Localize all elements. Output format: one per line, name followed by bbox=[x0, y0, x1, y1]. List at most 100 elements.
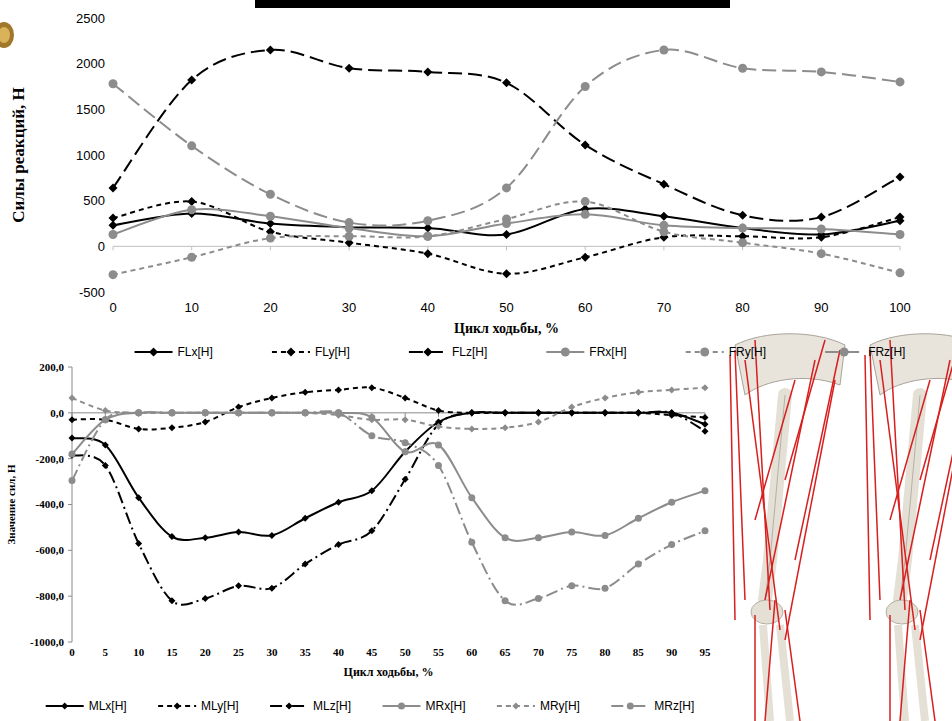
series bbox=[109, 204, 905, 239]
x-tick bbox=[113, 246, 114, 250]
marker bbox=[202, 419, 209, 426]
y-tick-label: 0 bbox=[98, 239, 105, 254]
marker bbox=[702, 428, 709, 435]
muscle-line bbox=[765, 600, 775, 721]
marker bbox=[817, 233, 826, 242]
marker bbox=[202, 595, 209, 602]
marker bbox=[535, 409, 542, 416]
marker bbox=[635, 409, 642, 416]
marker bbox=[268, 409, 275, 416]
marker bbox=[402, 394, 409, 401]
marker bbox=[302, 409, 309, 416]
illustration-ground bbox=[722, 322, 952, 721]
x-axis-title: Цикл ходьбы, % bbox=[344, 665, 434, 679]
marker bbox=[581, 140, 590, 149]
legend-marker bbox=[512, 703, 519, 710]
marker bbox=[502, 214, 511, 223]
x-tick-label: 55 bbox=[433, 646, 445, 658]
marker bbox=[102, 416, 109, 423]
marker bbox=[423, 232, 432, 241]
muscle-line bbox=[900, 600, 910, 721]
x-tick-label: 40 bbox=[333, 646, 345, 658]
marker bbox=[635, 515, 642, 522]
marker bbox=[896, 230, 905, 239]
muscle-line bbox=[735, 350, 745, 600]
marker bbox=[502, 78, 511, 87]
emblem bbox=[0, 22, 14, 48]
marker bbox=[423, 216, 432, 225]
marker bbox=[738, 238, 747, 247]
marker bbox=[335, 386, 342, 393]
marker bbox=[268, 394, 275, 401]
marker bbox=[581, 82, 590, 91]
marker bbox=[702, 527, 709, 534]
marker bbox=[168, 409, 175, 416]
x-tick bbox=[900, 246, 901, 250]
y-tick bbox=[68, 367, 72, 368]
x-tick-label: 85 bbox=[633, 646, 645, 658]
legend: FLx[H]FLy[H]FLz[H]FRx[H]FRy[H]FRz[H] bbox=[135, 345, 906, 359]
marker bbox=[435, 407, 442, 414]
x-tick-label: 5 bbox=[103, 646, 109, 658]
legend-marker bbox=[286, 348, 295, 357]
marker bbox=[109, 183, 118, 192]
pelvis bbox=[735, 334, 845, 395]
marker bbox=[468, 425, 475, 432]
marker bbox=[109, 230, 118, 239]
y-axis bbox=[72, 367, 73, 642]
y-tick-label: -600,0 bbox=[36, 544, 65, 556]
y-tick-label: -200,0 bbox=[36, 453, 65, 465]
marker bbox=[635, 389, 642, 396]
x-tick-label: 15 bbox=[166, 646, 178, 658]
x-tick-label: 90 bbox=[814, 300, 828, 315]
marker bbox=[266, 212, 275, 221]
marker bbox=[187, 205, 196, 214]
marker bbox=[268, 409, 275, 416]
legend-marker bbox=[700, 348, 709, 357]
x-tick-label: 10 bbox=[184, 300, 198, 315]
series bbox=[109, 205, 905, 240]
marker bbox=[468, 494, 475, 501]
x-tick-label: 90 bbox=[666, 646, 678, 658]
marker bbox=[335, 541, 342, 548]
marker bbox=[502, 409, 509, 416]
marker bbox=[135, 425, 142, 432]
marker bbox=[202, 534, 209, 541]
x-tick-label: 95 bbox=[700, 646, 712, 658]
muscle-line bbox=[890, 380, 930, 520]
marker bbox=[69, 451, 76, 458]
series-line bbox=[72, 387, 705, 429]
legend-item: MLx[H] bbox=[46, 699, 127, 713]
marker bbox=[817, 224, 826, 233]
muscle-line bbox=[920, 380, 952, 640]
legend-marker bbox=[149, 348, 158, 357]
marker bbox=[102, 441, 109, 448]
marker bbox=[738, 224, 747, 233]
marker bbox=[235, 529, 242, 536]
muscle-line bbox=[730, 355, 735, 620]
x-tick-label: 10 bbox=[133, 646, 145, 658]
series-line bbox=[113, 201, 900, 273]
marker bbox=[168, 533, 175, 540]
series-line bbox=[72, 388, 705, 429]
marker bbox=[468, 539, 475, 546]
marker bbox=[135, 494, 142, 501]
legend: MLx[H]MLy[H]MLz[H]MRx[H]MRy[H]MRz[H] bbox=[46, 699, 695, 713]
legend-label: MRx[H] bbox=[425, 699, 465, 713]
marker bbox=[602, 409, 609, 416]
legend-label: FRz[H] bbox=[868, 345, 905, 359]
y-tick bbox=[68, 596, 72, 597]
legend-marker bbox=[286, 703, 293, 710]
marker bbox=[266, 45, 275, 54]
legend-label: FLz[H] bbox=[452, 345, 487, 359]
legend-item: FLz[H] bbox=[409, 345, 487, 359]
marker bbox=[109, 214, 118, 223]
marker bbox=[202, 409, 209, 416]
marker bbox=[502, 409, 509, 416]
muscle-line bbox=[755, 380, 795, 520]
marker bbox=[535, 534, 542, 541]
muscle-line bbox=[785, 610, 800, 721]
x-tick-label: 25 bbox=[233, 646, 245, 658]
marker bbox=[335, 409, 342, 416]
x-tick bbox=[663, 246, 664, 250]
